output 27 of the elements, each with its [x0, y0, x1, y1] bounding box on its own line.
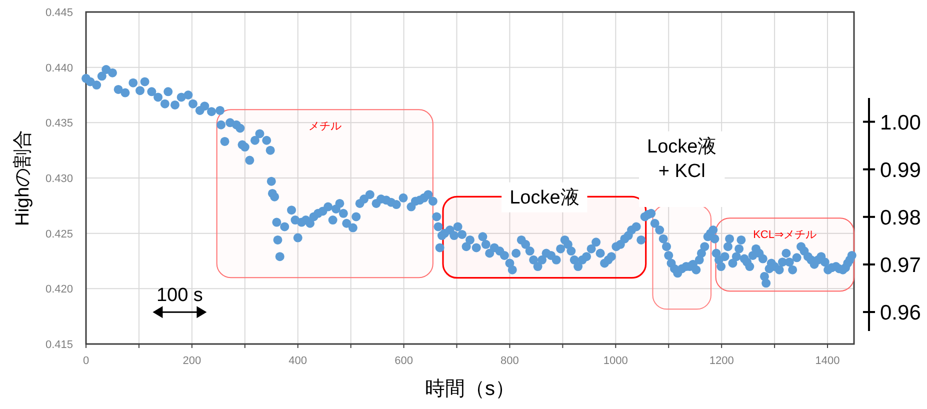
y2-tick-label: 0.97	[880, 254, 921, 277]
y-tick-label: 0.430	[45, 173, 73, 185]
y-tick-label: 0.420	[45, 284, 73, 296]
y-tick-label: 0.440	[45, 62, 73, 74]
y-tick-label: 0.415	[45, 339, 73, 351]
x-tick-label: 600	[394, 355, 413, 367]
x-tick-label: 400	[288, 355, 308, 367]
annotation: 100 s	[156, 285, 203, 306]
band-label: KCL⇒メチル	[753, 229, 817, 242]
x-tick-label: 1000	[603, 355, 628, 367]
y2-tick-label: 0.98	[880, 206, 921, 230]
y2-tick-label: 0.96	[880, 302, 921, 325]
x-tick-label: 1200	[709, 355, 734, 367]
y-tick-label: 0.445	[45, 7, 73, 19]
x-axis-title: 時間（s）	[425, 378, 515, 400]
y2-tick-label: 1.00	[880, 111, 921, 134]
x-tick-label: 1400	[815, 355, 840, 367]
band-label: Locke液 + KCl	[647, 135, 717, 182]
x-tick-label: 800	[500, 355, 519, 367]
y2-tick-label: 0.99	[880, 158, 921, 182]
y-tick-label: 0.435	[45, 118, 73, 130]
x-tick-label: 200	[182, 355, 202, 367]
band-label: メチル	[308, 120, 342, 133]
y-tick-label: 0.425	[45, 228, 73, 240]
y-axis-title: Highの割合	[12, 130, 34, 226]
x-tick-label: 0	[82, 355, 90, 367]
band-label: Locke液	[510, 186, 580, 208]
